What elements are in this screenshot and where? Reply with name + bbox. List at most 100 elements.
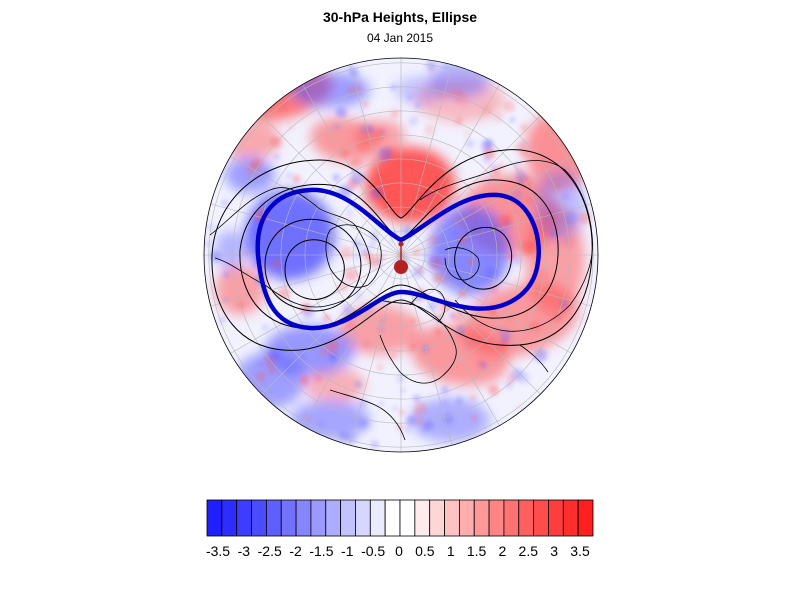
coastline-siberia-islands [444, 247, 480, 281]
anomaly-speckle-dot [257, 360, 264, 367]
anomaly-speckle-dot [299, 368, 304, 374]
anomaly-speckle-dot [453, 215, 465, 227]
colorbar-box [221, 499, 238, 537]
anomaly-speckle-dot [346, 208, 353, 216]
colorbar-box [280, 499, 297, 537]
anomaly-speckle-dot [442, 399, 448, 405]
colorbar-tick-label: 2.5 [519, 543, 539, 559]
colorbar-tick-label: -2.5 [258, 543, 282, 559]
anomaly-speckle-dot [264, 355, 276, 368]
chart-title: 30-hPa Heights, Ellipse [322, 9, 478, 25]
anomaly-speckle-dot [344, 267, 359, 282]
height-contour-mid [239, 179, 559, 329]
anomaly-speckle-dot [465, 341, 471, 347]
anomaly-speckle-dot [307, 240, 313, 246]
colorbar-box [236, 499, 252, 537]
anomaly-speckle-dot [505, 381, 513, 389]
anomaly-speckle-dot [346, 321, 354, 329]
anomaly-speckle-dot [438, 92, 446, 100]
anomaly-speckle-dot [333, 123, 341, 130]
anomaly-speckle-dot [299, 375, 310, 386]
anomaly-speckle-dot [405, 427, 411, 433]
meridian-line [302, 254, 402, 426]
anomaly-speckle-dot [414, 103, 421, 109]
anomaly-speckle-dot [278, 287, 291, 300]
anomaly-speckle-dot [400, 388, 406, 393]
meridian-line [400, 254, 592, 307]
anomaly-speckle-dot [506, 373, 517, 384]
anomaly-speckle-dot [510, 117, 515, 123]
chart-date: 04 Jan 2015 [366, 31, 434, 45]
colorbar-tick-label: 3.5 [570, 543, 590, 559]
anomaly-speckle-dot [332, 173, 341, 182]
colorbar-box [577, 499, 594, 537]
anomaly-speckle-dot [443, 63, 449, 69]
anomaly-speckle-dot [380, 318, 386, 324]
anomaly-speckle-dot [479, 361, 487, 369]
colorbar-box [414, 499, 431, 537]
anomaly-speckle-dot [398, 409, 405, 416]
height-contour-inner-east [454, 226, 513, 290]
meridian-line [400, 254, 541, 395]
anomaly-speckle-dot [488, 384, 500, 396]
anomaly-speckle-dot [222, 271, 229, 278]
anomaly-speckle-dot [267, 263, 272, 268]
anomaly-speckle-dot [408, 116, 419, 126]
anomaly-speckle-dot [507, 316, 512, 321]
anomaly-speckle-dot [328, 351, 338, 362]
height-contour-core-west [284, 239, 345, 300]
anomaly-speckle-dot [368, 126, 375, 133]
colorbar-box [355, 499, 371, 537]
anomaly-speckle-dot [481, 291, 487, 298]
anomaly-speckle-dot [302, 92, 308, 98]
colorbar-box [206, 499, 223, 537]
colorbar-box [429, 499, 445, 537]
colorbar-box [251, 499, 267, 537]
anomaly-speckle-dot [455, 196, 460, 201]
colorbar-box [295, 499, 312, 537]
anomaly-speckle-dot [427, 233, 440, 247]
coastline-greenland [325, 224, 382, 288]
anomaly-speckle-dot [455, 117, 463, 125]
meridian-line [400, 254, 572, 354]
anomaly-speckle-dot [377, 364, 384, 371]
anomaly-speckle-dot [464, 131, 471, 137]
colorbar-box [340, 499, 356, 537]
colorbar-tick-label: 1 [447, 543, 455, 559]
globe-outline [203, 57, 599, 453]
anomaly-speckle-dot [391, 405, 398, 411]
colorbar-box [265, 499, 282, 537]
anomaly-speckle-dot [501, 213, 513, 225]
anomaly-speckle-dot [425, 60, 436, 71]
anomaly-speckle-dot [528, 320, 541, 333]
anomaly-speckle-dot [274, 154, 280, 160]
anomaly-speckle-dot [370, 440, 379, 449]
anomaly-speckle-dot [362, 101, 369, 108]
anomaly-speckle-dot [283, 367, 292, 376]
colorbar-tick-label: -1.5 [309, 543, 333, 559]
colorbar-box [369, 499, 386, 537]
anomaly-speckle-dot [451, 310, 463, 323]
anomaly-speckle-dot [255, 371, 267, 383]
anomaly-speckle-dot [353, 239, 363, 249]
colorbar-box [533, 499, 549, 537]
anomaly-speckle-dot [368, 255, 381, 268]
colorbar-tick-label: -2 [289, 543, 302, 559]
anomaly-speckle-dot [427, 301, 438, 311]
anomaly-speckle-dot [421, 344, 430, 353]
anomaly-speckle-dot [413, 247, 422, 256]
anomaly-speckle-dot [429, 68, 435, 73]
colorbar-tick-label: -1 [341, 543, 354, 559]
anomaly-speckle-dot [420, 428, 427, 435]
colorbar-box [562, 499, 579, 537]
anomaly-speckle-dot [356, 139, 370, 153]
anomaly-speckle-dot [323, 314, 331, 322]
anomaly-speckle-dot [270, 136, 281, 148]
anomaly-speckle-dot [311, 390, 316, 395]
anomaly-speckle-dot [358, 418, 370, 429]
anomaly-speckle-dot [497, 162, 505, 170]
anomaly-speckle-dot [335, 107, 347, 118]
anomaly-speckle-dot [507, 252, 515, 260]
anomaly-speckle-dot [456, 397, 463, 405]
anomaly-speckle-dot [552, 182, 561, 191]
